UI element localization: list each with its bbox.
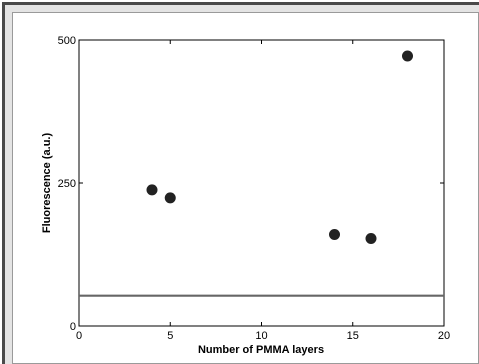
y-axis: 0 250 500 bbox=[58, 35, 444, 333]
x-axis: 0 5 10 15 20 bbox=[76, 40, 450, 342]
data-point bbox=[402, 50, 413, 62]
data-point bbox=[146, 184, 158, 196]
x-tick-label: 20 bbox=[438, 330, 450, 342]
x-tick-label: 5 bbox=[167, 330, 173, 342]
data-points bbox=[146, 50, 413, 244]
y-axis-label: Fluorescence (a.u.) bbox=[41, 133, 53, 234]
x-tick-label: 0 bbox=[76, 330, 82, 342]
x-tick-label: 15 bbox=[347, 330, 359, 342]
y-tick-label: 500 bbox=[58, 35, 76, 47]
x-axis-label: Number of PMMA layers bbox=[198, 344, 324, 356]
data-point bbox=[164, 192, 176, 204]
data-point bbox=[329, 228, 340, 240]
plot-area bbox=[78, 39, 445, 327]
y-tick-label: 250 bbox=[58, 178, 76, 190]
data-point bbox=[365, 232, 377, 244]
x-tick-label: 10 bbox=[255, 330, 267, 342]
y-tick-label: 0 bbox=[70, 321, 76, 333]
